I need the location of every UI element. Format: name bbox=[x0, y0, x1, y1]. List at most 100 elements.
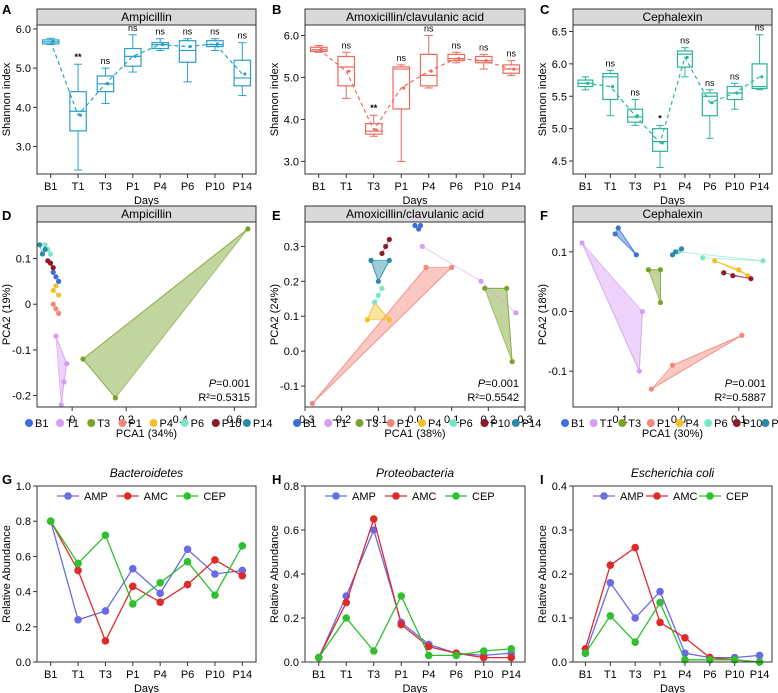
plot-frame bbox=[36, 221, 257, 408]
point-p1 bbox=[56, 310, 62, 316]
legend-label: P10 bbox=[222, 418, 242, 430]
series-line-amp bbox=[584, 581, 760, 659]
p-value-text: =0.001 bbox=[216, 378, 250, 390]
legend-label: CEP bbox=[726, 491, 749, 503]
x-axis-label: Days bbox=[660, 195, 686, 207]
y-tick-label: 0.2 bbox=[284, 613, 299, 625]
series-line-amp bbox=[318, 528, 512, 658]
series-point-amp bbox=[656, 587, 664, 596]
point-t3 bbox=[80, 356, 86, 362]
point-p4 bbox=[56, 292, 62, 298]
point-t1 bbox=[419, 243, 425, 250]
point-p1 bbox=[449, 264, 455, 270]
panel-title: Proteobacteria bbox=[376, 466, 454, 480]
y-axis-label: Relative Abundance bbox=[269, 525, 281, 623]
legend-dot-p1 bbox=[386, 419, 395, 427]
hull-t1 bbox=[55, 336, 68, 405]
legend-label: T3 bbox=[97, 418, 110, 430]
box-point bbox=[610, 84, 615, 89]
x-tick-label: B1 bbox=[579, 181, 592, 193]
point-p6 bbox=[700, 255, 706, 261]
box-p6 bbox=[701, 92, 718, 117]
x-tick-label: B1 bbox=[579, 669, 592, 681]
y-tick-label: 0.1 bbox=[552, 247, 567, 259]
point-p4 bbox=[50, 287, 56, 294]
point-t1 bbox=[61, 379, 67, 385]
legend-dot-amc bbox=[653, 492, 661, 500]
series-point-amc bbox=[101, 637, 110, 645]
point-t3 bbox=[112, 395, 119, 401]
p-value-text: =0.001 bbox=[485, 378, 519, 390]
series-point-amc bbox=[397, 620, 406, 629]
point-t3 bbox=[645, 267, 651, 273]
x-tick-label: P10 bbox=[474, 669, 494, 681]
point-p14 bbox=[386, 257, 392, 263]
series-point-amc bbox=[369, 515, 378, 523]
mean-trend-line bbox=[585, 55, 760, 145]
x-tick-label: P1 bbox=[126, 181, 139, 193]
y-tick-label: 6.5 bbox=[552, 26, 567, 38]
p-symbol: P bbox=[209, 378, 217, 390]
legend-label: B1 bbox=[571, 418, 584, 430]
significance-label: ns bbox=[506, 49, 516, 59]
panel-c: C Cephalexin 4.5 5.0 5.5 6.0 6.5 Shannon index B… bbox=[537, 2, 773, 207]
significance-label: ns bbox=[680, 36, 690, 46]
series-point-amp bbox=[183, 545, 192, 554]
panel-letter: B bbox=[272, 2, 281, 17]
plot-frame bbox=[572, 485, 773, 663]
x-axis-label: Days bbox=[402, 195, 428, 207]
x-tick-label: P14 bbox=[233, 669, 253, 681]
series-point-amp bbox=[101, 607, 110, 615]
y-axis-label: Relative Abundance bbox=[537, 525, 549, 623]
legend-label: AMP bbox=[84, 491, 108, 503]
point-p1 bbox=[53, 306, 59, 312]
y-tick-label: 0.0 bbox=[552, 307, 567, 319]
r-squared: R²=0.5542 bbox=[467, 392, 519, 404]
x-tick-label: T3 bbox=[367, 669, 380, 681]
panel-title: Escherichia coli bbox=[631, 466, 715, 480]
panel-title: Amoxicillin/clavulanic acid bbox=[346, 10, 484, 24]
legend-label: P10 bbox=[491, 418, 511, 430]
legend-dot-p6 bbox=[180, 419, 189, 427]
legend-dot-cep bbox=[452, 492, 460, 500]
x-tick-label: T3 bbox=[99, 181, 112, 193]
legend-dot-cep bbox=[706, 492, 714, 500]
legend-label: P4 bbox=[160, 418, 173, 430]
point-p10 bbox=[748, 276, 754, 282]
plot-frame bbox=[304, 221, 526, 408]
plot-frame bbox=[572, 221, 773, 408]
legend-dot-p4 bbox=[418, 419, 426, 427]
point-t1 bbox=[513, 310, 519, 316]
y-tick-label: 0.6 bbox=[16, 551, 31, 563]
legend-dot-amp bbox=[64, 492, 72, 500]
y-tick-label: 0.3 bbox=[284, 241, 299, 253]
point-p4 bbox=[386, 317, 392, 323]
y-tick-label: 0.3 bbox=[552, 525, 567, 537]
legend-dot-amp bbox=[600, 492, 608, 500]
series-point-cep bbox=[452, 651, 461, 660]
panel-title: Ampicillin bbox=[121, 10, 172, 24]
point-t1 bbox=[639, 308, 645, 315]
x-tick-label: T1 bbox=[340, 669, 353, 681]
panel-letter: I bbox=[540, 472, 544, 487]
y-axis-label: Shannon index bbox=[537, 62, 549, 136]
point-b1 bbox=[50, 269, 56, 275]
series-point-cep bbox=[342, 614, 351, 622]
point-p10 bbox=[45, 258, 51, 264]
legend-label: CEP bbox=[472, 491, 495, 503]
legend-dot-p6 bbox=[449, 419, 458, 427]
series-point-amc bbox=[211, 556, 219, 564]
x-tick-label: P1 bbox=[653, 669, 666, 681]
x-tick-label: 0.3 bbox=[517, 414, 532, 426]
legend-dot-t1 bbox=[56, 419, 65, 427]
point-p6 bbox=[47, 251, 54, 257]
series-point-cep bbox=[183, 557, 192, 566]
legend-label: P14 bbox=[522, 418, 542, 430]
box-point bbox=[402, 86, 406, 90]
y-tick-label: 5.0 bbox=[284, 72, 299, 84]
x-tick-label: P4 bbox=[678, 669, 691, 681]
box-point bbox=[457, 56, 461, 61]
legend-dot-t1 bbox=[589, 419, 598, 427]
significance-label: ns bbox=[210, 27, 220, 37]
